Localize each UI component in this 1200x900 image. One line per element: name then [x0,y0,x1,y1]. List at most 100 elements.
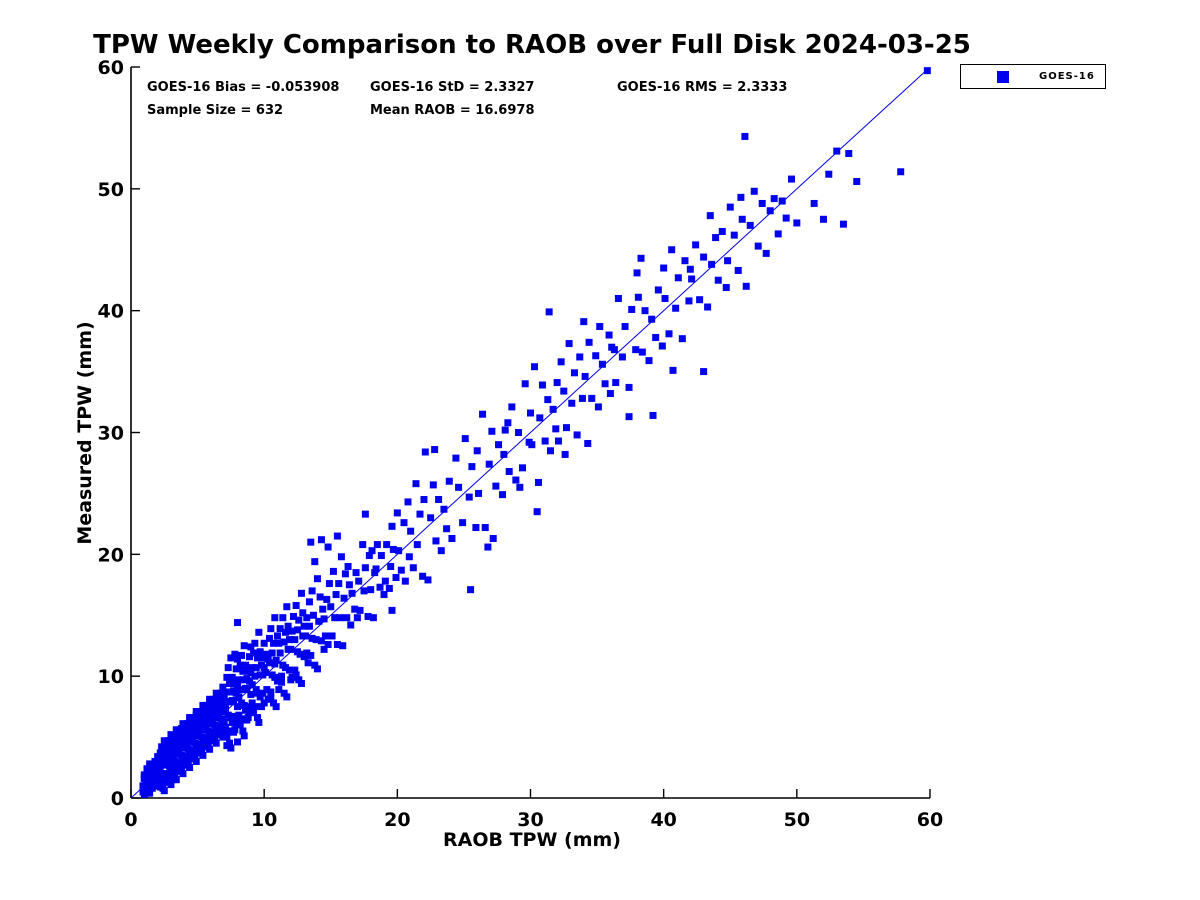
data-point [397,566,405,574]
data-point [206,745,214,753]
data-point [515,429,523,436]
data-point [234,655,242,663]
data-point [484,543,492,551]
data-point [578,394,586,402]
data-point [192,707,200,715]
data-point [142,777,150,785]
data-point [371,569,379,577]
data-point [174,740,182,748]
data-point [618,353,626,361]
data-point [553,379,561,387]
data-point [665,330,673,338]
data-point [264,655,272,663]
data-point [634,293,642,301]
data-point [324,640,332,648]
data-point [561,450,569,458]
data-point [292,671,300,679]
data-point [341,570,349,578]
data-point [724,257,732,265]
data-point [311,558,319,566]
data-point [467,586,475,594]
data-point [416,510,424,518]
data-point [359,541,367,549]
data-point [419,572,427,580]
data-point [459,519,467,527]
data-point [251,703,259,711]
data-point [234,703,242,711]
data-point [212,739,220,747]
data-point [435,496,443,504]
data-point [206,695,214,703]
data-point [246,707,254,715]
data-point [652,333,660,341]
data-point [592,352,600,360]
data-point [333,532,341,540]
data-point [612,379,620,387]
data-point [409,564,417,572]
data-point [353,614,361,622]
data-point [183,742,191,750]
data-point [295,676,303,684]
data-point [560,387,568,395]
data-point [220,701,228,709]
y-tick-label: 30 [98,423,124,445]
data-point [235,711,243,719]
data-point [387,563,395,571]
data-point [570,369,578,377]
data-point [328,632,336,640]
data-point [923,67,931,75]
data-point [275,639,283,647]
data-point [335,580,343,588]
data-point [269,699,277,707]
data-point [319,605,327,613]
data-point [685,297,693,305]
data-point [291,666,299,674]
data-point [307,651,315,659]
data-point [648,315,656,323]
data-point [625,413,633,421]
data-point [156,762,164,770]
data-point [485,460,493,468]
data-point [228,718,236,726]
data-point [389,545,397,553]
data-point [287,645,295,653]
data-point [220,718,228,726]
data-point [214,699,222,707]
data-point [180,729,188,737]
data-point [164,777,172,785]
data-point [283,693,291,701]
data-point [235,676,243,684]
x-tick-label: 40 [650,809,676,831]
data-point [222,688,230,696]
data-point [445,477,453,485]
data-point [166,750,174,758]
data-point [500,450,508,458]
data-point [265,659,273,667]
data-point [610,346,618,354]
data-point [413,541,421,549]
data-point [254,654,262,662]
data-point [200,736,208,744]
x-tick-label: 20 [384,809,410,831]
data-point [706,212,714,220]
data-point [247,690,255,698]
data-point [628,305,636,313]
data-point [468,463,476,471]
data-point [234,681,242,689]
data-point [734,266,742,274]
data-point [228,673,236,681]
data-point [276,625,284,633]
data-point [164,737,172,745]
data-point [385,584,393,592]
data-point [183,725,191,733]
data-point [190,750,198,758]
data-point [223,742,231,750]
data-point [681,257,689,265]
data-point [545,308,553,316]
data-point [242,706,250,714]
data-point [388,522,396,530]
data-point [352,569,360,577]
data-point [183,755,191,763]
data-point [291,636,299,644]
